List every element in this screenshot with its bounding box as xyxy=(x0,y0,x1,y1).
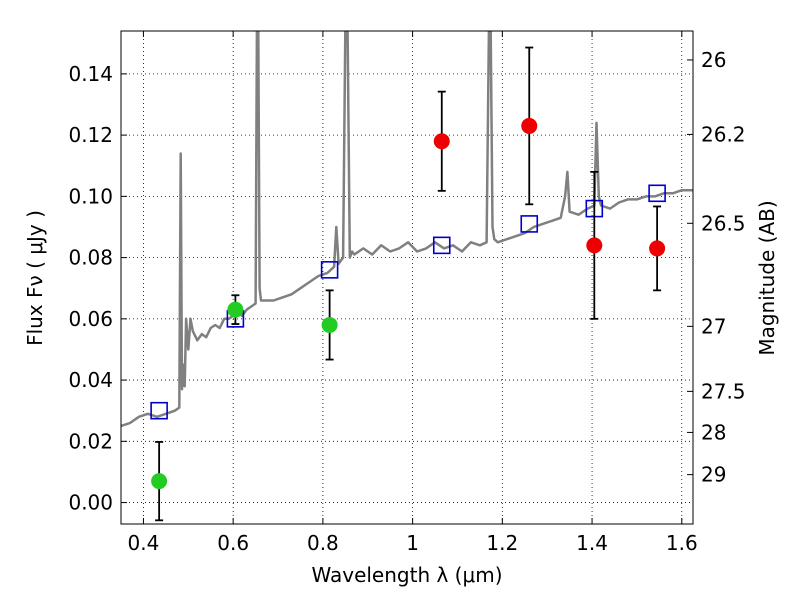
observed-point xyxy=(586,237,603,254)
y2-axis-label: Magnitude (AB) xyxy=(755,200,779,355)
ticks: 0.4 0.6 0.8 1 1.2 1.4 1.6 0.00 0.02 0.04 0.06 0.08 0… xyxy=(68,31,746,555)
observed-point xyxy=(649,240,666,257)
model-square-point xyxy=(320,261,339,279)
y-tick-label: 0.04 xyxy=(68,368,113,392)
y2-tick-label: 27 xyxy=(701,314,726,338)
y2-tick-label: 26 xyxy=(701,48,726,72)
observed-point xyxy=(227,301,244,318)
y2-tick-label: 27.5 xyxy=(701,379,746,403)
plot-area xyxy=(121,31,693,522)
plot-frame xyxy=(120,30,694,525)
y-tick-label: 0.06 xyxy=(68,307,113,331)
y2-tick-label: 29 xyxy=(701,463,726,487)
model-square-point xyxy=(432,236,451,255)
x-axis-label: Wavelength λ (μm) xyxy=(311,563,502,587)
y-tick-label: 0.12 xyxy=(68,123,113,147)
y-tick-label: 0.02 xyxy=(68,429,113,453)
x-tick-label: 1.6 xyxy=(666,531,698,555)
observed-point xyxy=(151,473,168,490)
model-square-point xyxy=(648,184,666,203)
x-tick-label: 0.6 xyxy=(217,531,249,555)
x-tick-label: 0.4 xyxy=(128,531,160,555)
y-tick-label: 0.00 xyxy=(68,491,113,515)
x-tick-label: 0.8 xyxy=(307,531,339,555)
x-tick-label: 1 xyxy=(406,531,419,555)
y2-tick-label: 26.5 xyxy=(701,211,746,235)
observed-point xyxy=(321,316,338,333)
y-tick-label: 0.10 xyxy=(68,184,113,208)
y-axis-label: Flux Fν ( μJy ) xyxy=(23,210,47,346)
x-tick-label: 1.2 xyxy=(486,531,518,555)
y2-tick-label: 28 xyxy=(701,420,726,444)
y2-tick-label: 26.2 xyxy=(701,122,746,146)
model-square-point xyxy=(150,401,168,420)
spectrum-line xyxy=(121,31,693,428)
observed-point xyxy=(433,133,450,150)
y-tick-label: 0.14 xyxy=(68,62,113,86)
y-tick-label: 0.08 xyxy=(68,246,113,270)
x-tick-label: 1.4 xyxy=(576,531,608,555)
model-square-point xyxy=(520,215,539,233)
grid xyxy=(121,31,693,524)
observed-point xyxy=(521,117,538,134)
